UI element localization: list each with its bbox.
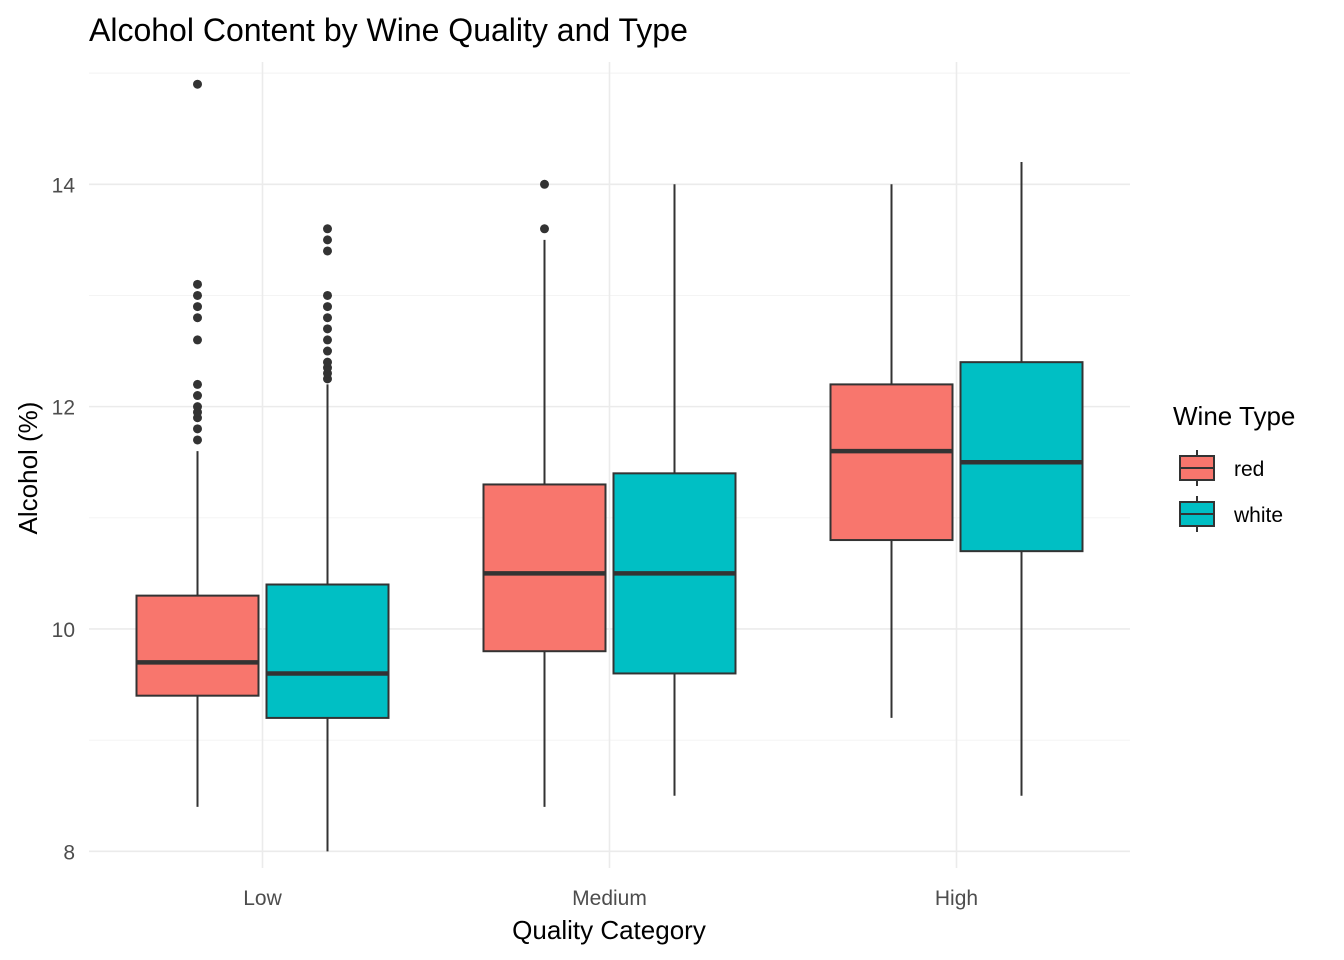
box-red-medium <box>482 179 607 807</box>
outlier-point <box>193 290 202 300</box>
outlier-point <box>323 224 332 234</box>
y-tick-label: 12 <box>52 397 75 420</box>
box-body <box>265 583 390 719</box>
box-body <box>482 483 607 653</box>
box-white-low <box>265 224 390 852</box>
box-white-high <box>959 162 1084 796</box>
axis-ticks: 8 10 12 14 Low Medium High <box>52 174 978 910</box>
legend: Wine Type red white <box>1173 401 1295 532</box>
outlier-point <box>540 224 549 234</box>
y-tick-label: 8 <box>63 841 75 864</box>
legend-label: white <box>1233 504 1283 527</box>
outlier-point <box>323 313 332 323</box>
outlier-point <box>323 235 332 245</box>
outlier-point <box>193 424 202 434</box>
outlier-point <box>323 357 332 367</box>
box-red-high <box>829 184 954 718</box>
box-body <box>135 594 260 697</box>
box-body <box>959 361 1084 553</box>
grid-lines <box>89 62 1130 868</box>
box-layer <box>135 79 1084 852</box>
chart-title: Alcohol Content by Wine Quality and Type <box>89 12 688 48</box>
x-tick-label: High <box>935 887 978 910</box>
legend-label: red <box>1234 458 1264 481</box>
outlier-point <box>193 402 202 412</box>
outlier-point <box>193 302 202 312</box>
outlier-point <box>323 246 332 256</box>
box-red-low <box>135 79 260 807</box>
box-white-medium <box>612 184 737 796</box>
box-body <box>829 383 954 542</box>
outlier-point <box>193 391 202 401</box>
legend-title: Wine Type <box>1173 401 1295 431</box>
outlier-point <box>193 79 202 89</box>
outlier-point <box>323 324 332 334</box>
outlier-point <box>193 435 202 445</box>
outlier-point <box>323 346 332 356</box>
outlier-point <box>193 279 202 289</box>
outlier-point <box>323 335 332 345</box>
y-tick-label: 10 <box>52 619 75 642</box>
y-axis-title: Alcohol (%) <box>13 402 43 535</box>
y-tick-label: 14 <box>52 174 76 197</box>
outlier-point <box>193 379 202 389</box>
x-tick-label: Low <box>243 887 282 910</box>
outlier-point <box>540 179 549 189</box>
x-axis-title: Quality Category <box>512 915 706 945</box>
x-tick-label: Medium <box>572 887 647 910</box>
outlier-point <box>193 335 202 345</box>
legend-item-white: white <box>1179 496 1283 532</box>
legend-item-red: red <box>1179 450 1264 486</box>
outlier-point <box>323 290 332 300</box>
outlier-point <box>193 313 202 323</box>
outlier-point <box>323 302 332 312</box>
